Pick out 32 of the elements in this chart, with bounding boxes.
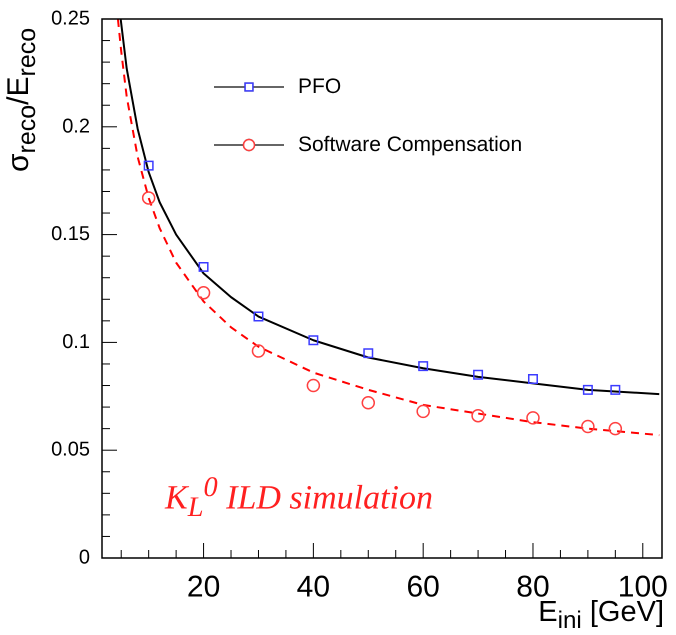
legend-label: Software Compensation: [298, 132, 522, 156]
point: [608, 422, 622, 436]
point: [473, 370, 484, 380]
x-tick-label: 20: [186, 570, 220, 604]
point: [306, 378, 320, 392]
legend-label: PFO: [298, 74, 342, 98]
point: [528, 374, 538, 384]
annotation: K$_{L}$$^{0}$ ILD simulation: [165, 472, 433, 524]
y-tick-label: 0.1: [62, 330, 90, 353]
point: [198, 262, 209, 272]
y-tick-label: 0.05: [51, 438, 90, 461]
point: [526, 411, 540, 425]
point: [471, 408, 485, 422]
y-tick-label: 0.2: [62, 115, 90, 138]
point: [416, 404, 430, 418]
x-tick-label: 40: [296, 570, 330, 604]
point: [610, 384, 620, 395]
x-tick-label: 60: [406, 570, 440, 604]
y-tick-label: 0: [78, 546, 90, 569]
point: [362, 396, 376, 410]
point: [582, 384, 593, 395]
y-tick-label: 0.25: [51, 8, 90, 30]
point: [196, 286, 210, 300]
point: [363, 348, 374, 358]
point: [144, 160, 154, 171]
point: [253, 312, 264, 322]
point: [142, 191, 156, 205]
y-tick-label: 0.15: [51, 223, 90, 246]
point: [418, 361, 428, 372]
point: [308, 335, 318, 346]
point: [252, 344, 266, 358]
point: [581, 420, 595, 434]
